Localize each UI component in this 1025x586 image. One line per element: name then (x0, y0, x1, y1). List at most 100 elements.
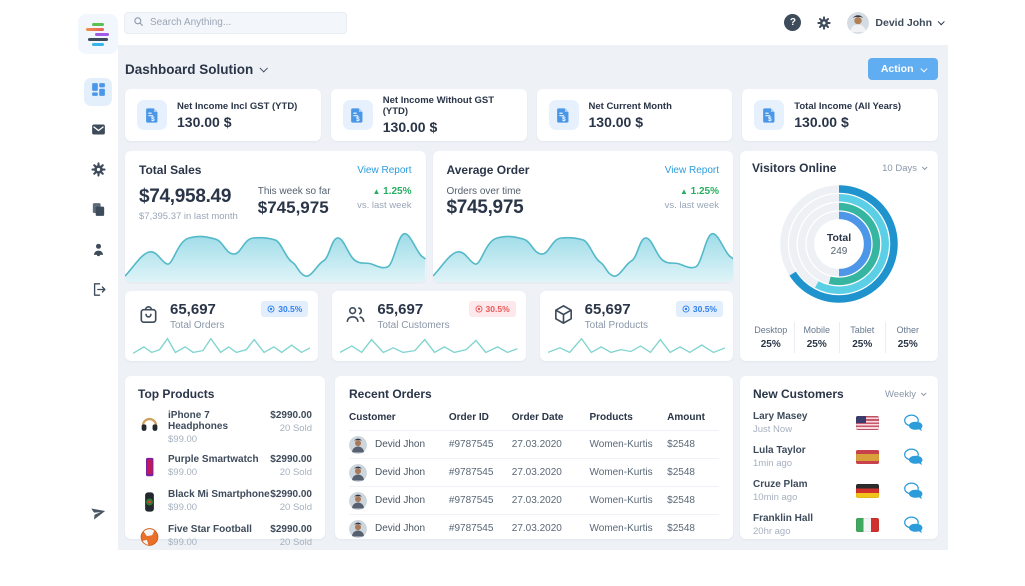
product-sold: 20 Sold (279, 467, 312, 478)
product-row: Purple Smartwatch $99.00 $2990.00 20 Sol… (138, 454, 312, 480)
football-image (138, 524, 160, 550)
sidebar-item-settings[interactable] (84, 158, 112, 186)
stat-label: Net Income Incl GST (YTD) (177, 100, 298, 112)
column-header: Amount (667, 412, 705, 423)
product-amount: $2990.00 (270, 454, 312, 465)
target-icon (475, 305, 483, 313)
product-name: Black Mi Smartphone (168, 489, 270, 500)
mini-value: 65,697 (170, 301, 216, 318)
customer-time: 10min ago (753, 492, 798, 503)
card-title: Top Products (138, 387, 215, 401)
target-icon (682, 305, 690, 313)
help-icon[interactable]: ? (784, 14, 802, 31)
header-gear-icon[interactable] (816, 15, 832, 31)
customer-avatar (349, 519, 367, 538)
page-title-dropdown[interactable]: Dashboard Solution (125, 62, 269, 77)
total-customers-card: 65,697 Total Customers 30.5% (332, 291, 526, 361)
customer-time: 1min ago (753, 458, 793, 469)
card-title: Recent Orders (349, 387, 432, 401)
sidebar-item-theme[interactable] (84, 198, 112, 226)
mini-label: Total Products (584, 320, 649, 331)
search-input[interactable] (150, 17, 338, 28)
order-product: Women-Kurtis (589, 514, 668, 542)
stat-value: 130.00 $ (794, 113, 849, 130)
action-button[interactable]: Action (867, 58, 938, 80)
chat-icon[interactable] (903, 515, 925, 535)
customer-name: Devid Jhon (375, 467, 426, 478)
stat-label: Net Current Month (588, 100, 672, 112)
customer-avatar (349, 435, 367, 454)
user-name: Devid John (875, 16, 932, 29)
sidebar-item-profile[interactable] (84, 238, 112, 266)
chat-icon[interactable] (903, 481, 925, 501)
sidebar-item-dashboard[interactable] (84, 78, 112, 106)
order-product: Women-Kurtis (589, 486, 668, 515)
chevron-down-icon (259, 64, 269, 73)
product-amount: $2990.00 (270, 524, 312, 535)
total-sales-value: $74,958.49 (139, 186, 232, 207)
average-order-value: $745,975 (446, 197, 524, 218)
main-content: Dashboard Solution Action $ Net Income I… (118, 45, 948, 550)
italy-flag (856, 518, 879, 532)
sidebar-item-mail[interactable] (84, 118, 112, 146)
dashboard-icon (90, 81, 107, 103)
us-flag (856, 416, 879, 430)
top-products-card: Top Products iPhone 7 Headphones $99.00 … (125, 376, 325, 548)
product-sold: 20 Sold (279, 423, 312, 434)
customer-row: Lary Masey Just Now (753, 411, 925, 435)
user-avatar (847, 11, 870, 34)
period-dropdown[interactable]: Weekly (885, 389, 927, 400)
mini-value: 65,697 (584, 301, 631, 318)
svg-text:$: $ (356, 116, 360, 123)
total-sales-card: Total Sales View Report $74,958.49 $7,39… (125, 151, 426, 282)
product-price: $99.00 (168, 467, 198, 478)
invoice-icon: $ (342, 100, 373, 130)
arrow-up-icon: ▲ (372, 187, 381, 196)
chat-icon[interactable] (903, 447, 925, 467)
change-sub: vs. last week (357, 200, 412, 211)
sidebar-item-send[interactable] (84, 501, 112, 529)
customer-name: Franklin Hall (753, 513, 814, 524)
product-name: Five Star Football (168, 524, 252, 535)
view-report-link[interactable]: View Report (357, 164, 412, 176)
gear-icon (90, 161, 107, 183)
sidebar-item-logout[interactable] (84, 278, 112, 306)
order-product: Women-Kurtis (589, 430, 668, 459)
customer-time: Just Now (753, 424, 793, 435)
total-products-card: 65,697 Total Products 30.5% (539, 291, 733, 361)
period-dropdown[interactable]: 10 Days (882, 163, 928, 174)
order-date: 27.03.2020 (511, 514, 590, 542)
column-header: Products (589, 412, 633, 423)
table-row: Devid Jhon #9787545 27.03.2020 Women-Kur… (349, 458, 719, 487)
card-title: Visitors Online (752, 161, 837, 175)
customer-name: Lary Masey (753, 411, 808, 422)
mini-label: Total Customers (377, 320, 450, 331)
product-price: $99.00 (168, 502, 198, 513)
stat-card-net-income-gst: $ Net Income Incl GST (YTD) 130.00 $ (125, 89, 321, 141)
view-report-link[interactable]: View Report (664, 164, 719, 176)
card-title: New Customers (753, 387, 844, 401)
mini-value: 65,697 (377, 301, 424, 318)
chevron-down-icon (920, 390, 927, 397)
average-order-card: Average Order View Report Orders over ti… (432, 151, 733, 282)
app-logo[interactable] (78, 14, 118, 54)
change-sub: vs. last week (664, 200, 719, 211)
user-menu[interactable]: Devid John (847, 11, 945, 34)
search-bar[interactable] (124, 11, 347, 34)
sidebar (78, 0, 118, 586)
product-amount: $2990.00 (270, 410, 312, 421)
svg-text:$: $ (768, 116, 772, 123)
chat-icon[interactable] (903, 413, 925, 433)
card-title: Total Sales (139, 163, 202, 177)
send-icon (90, 504, 107, 526)
order-id: #9787545 (448, 486, 512, 515)
germany-flag (856, 484, 879, 498)
products-sparkline (547, 335, 725, 357)
invoice-icon: $ (754, 100, 785, 130)
stat-card-total-income: $ Total Income (All Years) 130.00 $ (742, 89, 938, 141)
stat-value: 130.00 $ (588, 113, 644, 130)
week-label: This week so far (257, 186, 331, 197)
product-row: iPhone 7 Headphones $99.00 $2990.00 20 S… (138, 410, 312, 445)
stat-card-net-income-no-gst: $ Net Income Without GST (YTD) 130.00 $ (330, 89, 527, 141)
